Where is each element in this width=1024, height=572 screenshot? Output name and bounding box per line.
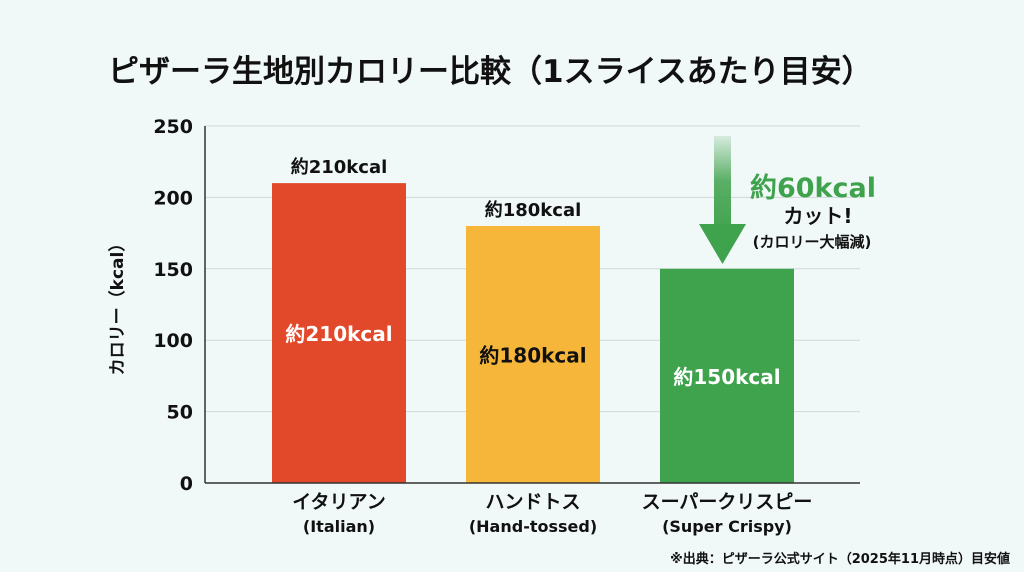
- bar: [272, 183, 406, 483]
- y-tick-label: 0: [180, 473, 193, 495]
- x-tick-labels: イタリアン (Italian) ハンドトス (Hand-tossed) スーパークリスピ…: [292, 491, 812, 536]
- x-category-label: スーパークリスピー: [642, 491, 813, 513]
- bar-top-label: 約210kcal: [291, 156, 388, 178]
- bars: 約210kcal 約210kcal 約180kcal 約180kcal 約150kcal: [272, 156, 794, 483]
- y-tick-label: 50: [167, 402, 193, 424]
- y-tick-label: 100: [153, 330, 193, 352]
- down-arrow-head: [699, 224, 746, 264]
- annotation-headline: 約60kcal: [750, 172, 876, 204]
- bar-top-label: 約180kcal: [485, 199, 582, 221]
- x-category-sublabel: (Italian): [303, 517, 375, 536]
- bar-value-label: 約150kcal: [673, 365, 780, 389]
- y-tick-label: 250: [153, 116, 193, 138]
- down-arrow-shaft: [714, 136, 731, 236]
- source-footnote: ※出典：ピザーラ公式サイト（2025年11月時点）目安値: [670, 551, 1010, 567]
- bar-value-label: 約210kcal: [285, 322, 392, 346]
- y-axis-label: カロリー（kcal）: [107, 235, 128, 376]
- bar: [466, 225, 600, 483]
- y-tick-label: 150: [153, 259, 193, 281]
- annotation-cut-text: カット!: [783, 204, 852, 228]
- x-category-sublabel: (Hand-tossed): [469, 517, 597, 536]
- y-tick-labels: 0 50 100 150 200 250: [153, 116, 193, 495]
- annotation-subtext: (カロリー大幅減): [753, 233, 872, 251]
- x-category-sublabel: (Super Crispy): [662, 517, 792, 536]
- x-category-label: イタリアン: [292, 491, 385, 513]
- x-category-label: ハンドトス: [485, 491, 580, 513]
- bar-value-label: 約180kcal: [479, 343, 586, 367]
- reduction-annotation: 約60kcal カット! (カロリー大幅減): [699, 136, 876, 264]
- bar: [660, 268, 794, 483]
- y-tick-label: 200: [153, 187, 193, 209]
- chart-title: ピザーラ生地別カロリー比較（1スライスあたり目安）: [108, 54, 873, 90]
